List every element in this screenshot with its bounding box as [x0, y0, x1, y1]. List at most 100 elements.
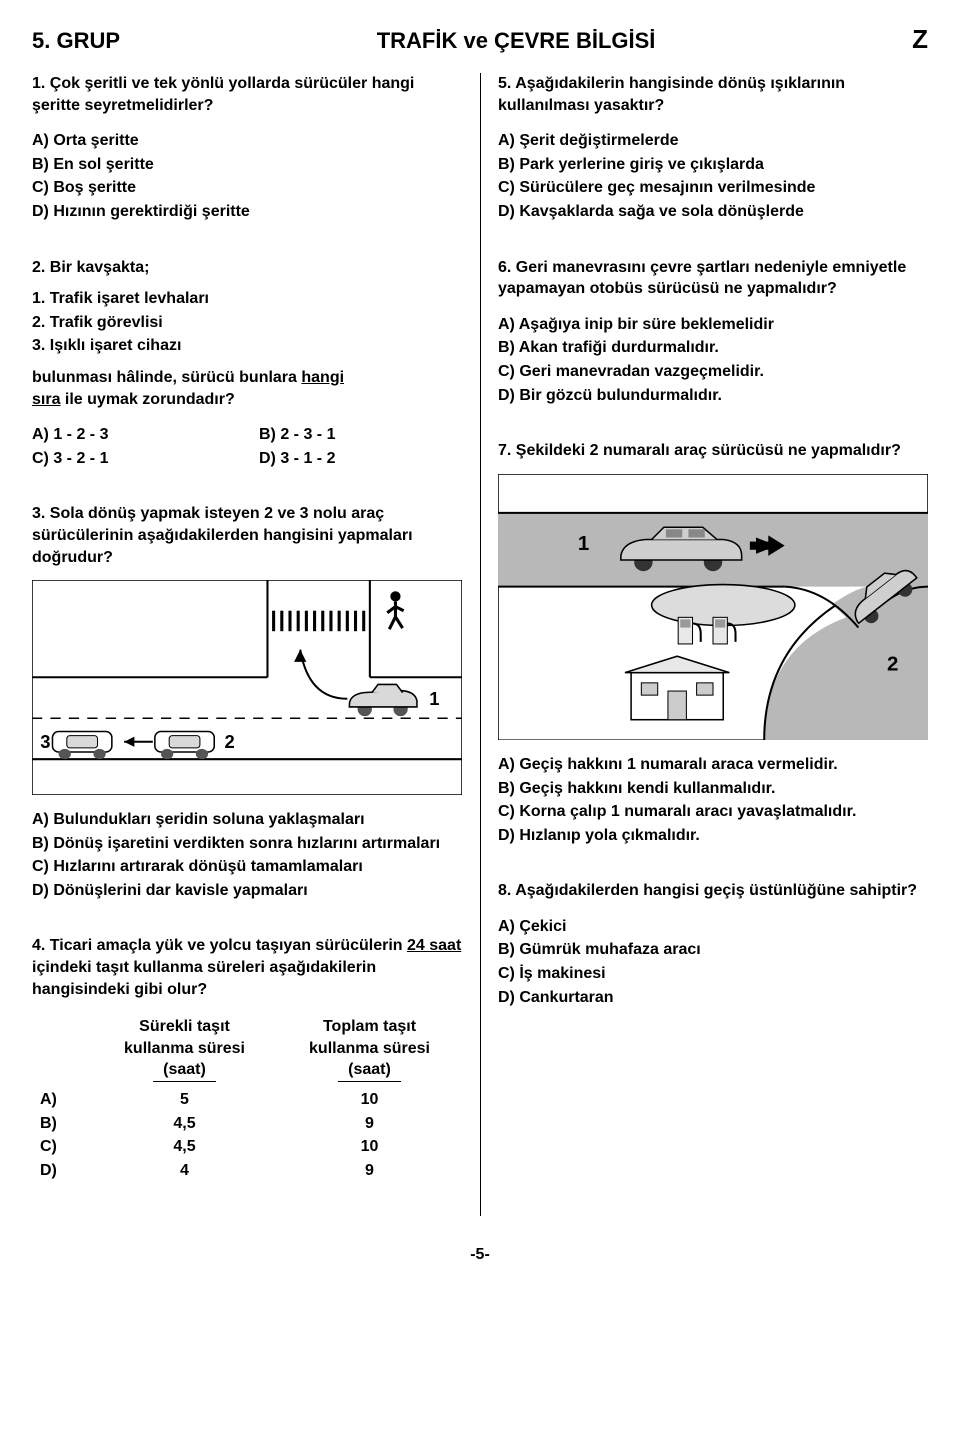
- q7-number: 7.: [498, 442, 511, 459]
- q3-number: 3.: [32, 505, 45, 522]
- q2-list-2: 2. Trafik görevlisi: [32, 312, 462, 334]
- q4-h1a: Sürekli taşıt: [92, 1016, 277, 1038]
- q8-opt-a: A) Çekici: [498, 916, 928, 938]
- q7-label-2: 2: [887, 652, 898, 675]
- header-center: TRAFİK ve ÇEVRE BİLGİSİ: [120, 28, 912, 54]
- question-4: 4. Ticari amaçla yük ve yolcu taşıyan sü…: [32, 935, 462, 1182]
- question-7: 7. Şekildeki 2 numaralı araç sürücüsü ne…: [498, 440, 928, 846]
- question-2: 2. Bir kavşakta; 1. Trafik işaret levhal…: [32, 257, 462, 470]
- q5-opt-b: B) Park yerlerine giriş ve çıkışlarda: [498, 154, 928, 176]
- q4-h1c: (saat): [153, 1059, 216, 1082]
- q3-options: A) Bulundukları şeridin soluna yaklaşmal…: [32, 809, 462, 901]
- q8-stem: Aşağıdakilerden hangisi geçiş üstünlüğün…: [515, 882, 917, 899]
- q6-stem: Geri manevrasını çevre şartları nedeniyl…: [498, 259, 906, 298]
- q5-opt-c: C) Sürücülere geç mesajının verilmesinde: [498, 177, 928, 199]
- q4-row-a-c2: 10: [277, 1088, 462, 1112]
- q4-row-b-c1: 4,5: [92, 1112, 277, 1136]
- q2-number: 2.: [32, 259, 45, 276]
- q1-opt-c: C) Boş şeritte: [32, 177, 462, 199]
- q3-opt-d: D) Dönüşlerini dar kavisle yapmaları: [32, 880, 462, 902]
- header-right: Z: [912, 24, 928, 55]
- q2-list: 1. Trafik işaret levhaları 2. Trafik gör…: [32, 288, 462, 357]
- q4-stem-a: Ticari amaçla yük ve yolcu taşıyan sürüc…: [50, 937, 407, 954]
- left-column: 1. Çok şeritli ve tek yönlü yollarda sür…: [32, 73, 480, 1216]
- q6-options: A) Aşağıya inip bir süre beklemelidir B)…: [498, 314, 928, 406]
- q5-opt-d: D) Kavşaklarda sağa ve sola dönüşlerde: [498, 201, 928, 223]
- q8-opt-d: D) Cankurtaran: [498, 987, 928, 1009]
- q1-opt-b: B) En sol şeritte: [32, 154, 462, 176]
- q4-row-c-key: C): [32, 1135, 92, 1159]
- q4-number: 4.: [32, 937, 45, 954]
- q8-opt-c: C) İş makinesi: [498, 963, 928, 985]
- question-8: 8. Aşağıdakilerden hangisi geçiş üstünlü…: [498, 880, 928, 1008]
- q2-opt-d: D) 3 - 1 - 2: [259, 448, 462, 470]
- q6-opt-a: A) Aşağıya inip bir süre beklemelidir: [498, 314, 928, 336]
- q5-opt-a: A) Şerit değiştirmelerde: [498, 130, 928, 152]
- q4-stem-u: 24 saat: [407, 937, 461, 954]
- q7-opt-c: C) Korna çalıp 1 numaralı aracı yavaşlat…: [498, 801, 928, 823]
- column-divider: [480, 73, 481, 1216]
- q2-list-1: 1. Trafik işaret levhaları: [32, 288, 462, 310]
- q2-opt-c: C) 3 - 2 - 1: [32, 448, 235, 470]
- q4-row-d-key: D): [32, 1159, 92, 1183]
- q3-label-2: 2: [224, 731, 234, 752]
- q1-stem: Çok şeritli ve tek yönlü yollarda sürücü…: [32, 75, 414, 114]
- q1-opt-a: A) Orta şeritte: [32, 130, 462, 152]
- question-6: 6. Geri manevrasını çevre şartları neden…: [498, 257, 928, 407]
- q2-options: A) 1 - 2 - 3 B) 2 - 3 - 1 C) 3 - 2 - 1 D…: [32, 424, 462, 469]
- q4-row-a-key: A): [32, 1088, 92, 1112]
- q7-label-1: 1: [578, 531, 589, 554]
- q2-opt-b: B) 2 - 3 - 1: [259, 424, 462, 446]
- q4-table: A) 5 10 B) 4,5 9 C) 4,5 10 D) 4 9: [32, 1088, 462, 1182]
- page-header: 5. GRUP TRAFİK ve ÇEVRE BİLGİSİ Z: [32, 24, 928, 55]
- q4-row-d-c2: 9: [277, 1159, 462, 1183]
- q4-table-head: Sürekli taşıt kullanma süresi (saat) Top…: [32, 1016, 462, 1082]
- q8-number: 8.: [498, 882, 511, 899]
- content-columns: 1. Çok şeritli ve tek yönlü yollarda sür…: [32, 73, 928, 1216]
- q4-h2b: kullanma süresi: [277, 1038, 462, 1060]
- q7-opt-a: A) Geçiş hakkını 1 numaralı araca vermel…: [498, 754, 928, 776]
- q4-h1b: kullanma süresi: [92, 1038, 277, 1060]
- q7-opt-d: D) Hızlanıp yola çıkmalıdır.: [498, 825, 928, 847]
- q6-opt-d: D) Bir gözcü bulundurmalıdır.: [498, 385, 928, 407]
- q2-sub-u1: hangi: [301, 369, 344, 386]
- q4-row-b-key: B): [32, 1112, 92, 1136]
- page-footer: -5-: [32, 1246, 928, 1264]
- header-left: 5. GRUP: [32, 28, 120, 54]
- q3-opt-a: A) Bulundukları şeridin soluna yaklaşmal…: [32, 809, 462, 831]
- q2-sub-a: bulunması hâlinde, sürücü bunlara: [32, 369, 301, 386]
- q1-number: 1.: [32, 75, 45, 92]
- q3-figure: 1 2: [32, 580, 462, 795]
- q5-number: 5.: [498, 75, 511, 92]
- q8-options: A) Çekici B) Gümrük muhafaza aracı C) İş…: [498, 916, 928, 1008]
- q6-opt-b: B) Akan trafiği durdurmalıdır.: [498, 337, 928, 359]
- q4-h2a: Toplam taşıt: [277, 1016, 462, 1038]
- q3-stem: Sola dönüş yapmak isteyen 2 ve 3 nolu ar…: [32, 505, 413, 565]
- q4-h2c: (saat): [338, 1059, 401, 1082]
- q5-options: A) Şerit değiştirmelerde B) Park yerleri…: [498, 130, 928, 222]
- q3-label-1: 1: [429, 688, 439, 709]
- q2-stem: Bir kavşakta;: [50, 259, 150, 276]
- q7-opt-b: B) Geçiş hakkını kendi kullanmalıdır.: [498, 778, 928, 800]
- question-3: 3. Sola dönüş yapmak isteyen 2 ve 3 nolu…: [32, 503, 462, 901]
- q1-opt-d: D) Hızının gerektirdiği şeritte: [32, 201, 462, 223]
- q1-options: A) Orta şeritte B) En sol şeritte C) Boş…: [32, 130, 462, 222]
- question-5: 5. Aşağıdakilerin hangisinde dönüş ışıkl…: [498, 73, 928, 223]
- q6-opt-c: C) Geri manevradan vazgeçmelidir.: [498, 361, 928, 383]
- q7-stem: Şekildeki 2 numaralı araç sürücüsü ne ya…: [516, 442, 901, 459]
- q4-row-a-c1: 5: [92, 1088, 277, 1112]
- q7-options: A) Geçiş hakkını 1 numaralı araca vermel…: [498, 754, 928, 846]
- q8-opt-b: B) Gümrük muhafaza aracı: [498, 939, 928, 961]
- q3-opt-c: C) Hızlarını artırarak dönüşü tamamlamal…: [32, 856, 462, 878]
- q4-row-d-c1: 4: [92, 1159, 277, 1183]
- q2-sub: bulunması hâlinde, sürücü bunlara hangi …: [32, 367, 462, 410]
- right-column: 5. Aşağıdakilerin hangisinde dönüş ışıkl…: [480, 73, 928, 1216]
- question-1: 1. Çok şeritli ve tek yönlü yollarda sür…: [32, 73, 462, 223]
- q4-row-c-c1: 4,5: [92, 1135, 277, 1159]
- q6-number: 6.: [498, 259, 511, 276]
- q2-opt-a: A) 1 - 2 - 3: [32, 424, 235, 446]
- q2-sub-u2: sıra: [32, 391, 60, 408]
- q4-row-b-c2: 9: [277, 1112, 462, 1136]
- q3-opt-b: B) Dönüş işaretini verdikten sonra hızla…: [32, 833, 462, 855]
- q2-sub-b: ile uymak zorundadır?: [60, 391, 234, 408]
